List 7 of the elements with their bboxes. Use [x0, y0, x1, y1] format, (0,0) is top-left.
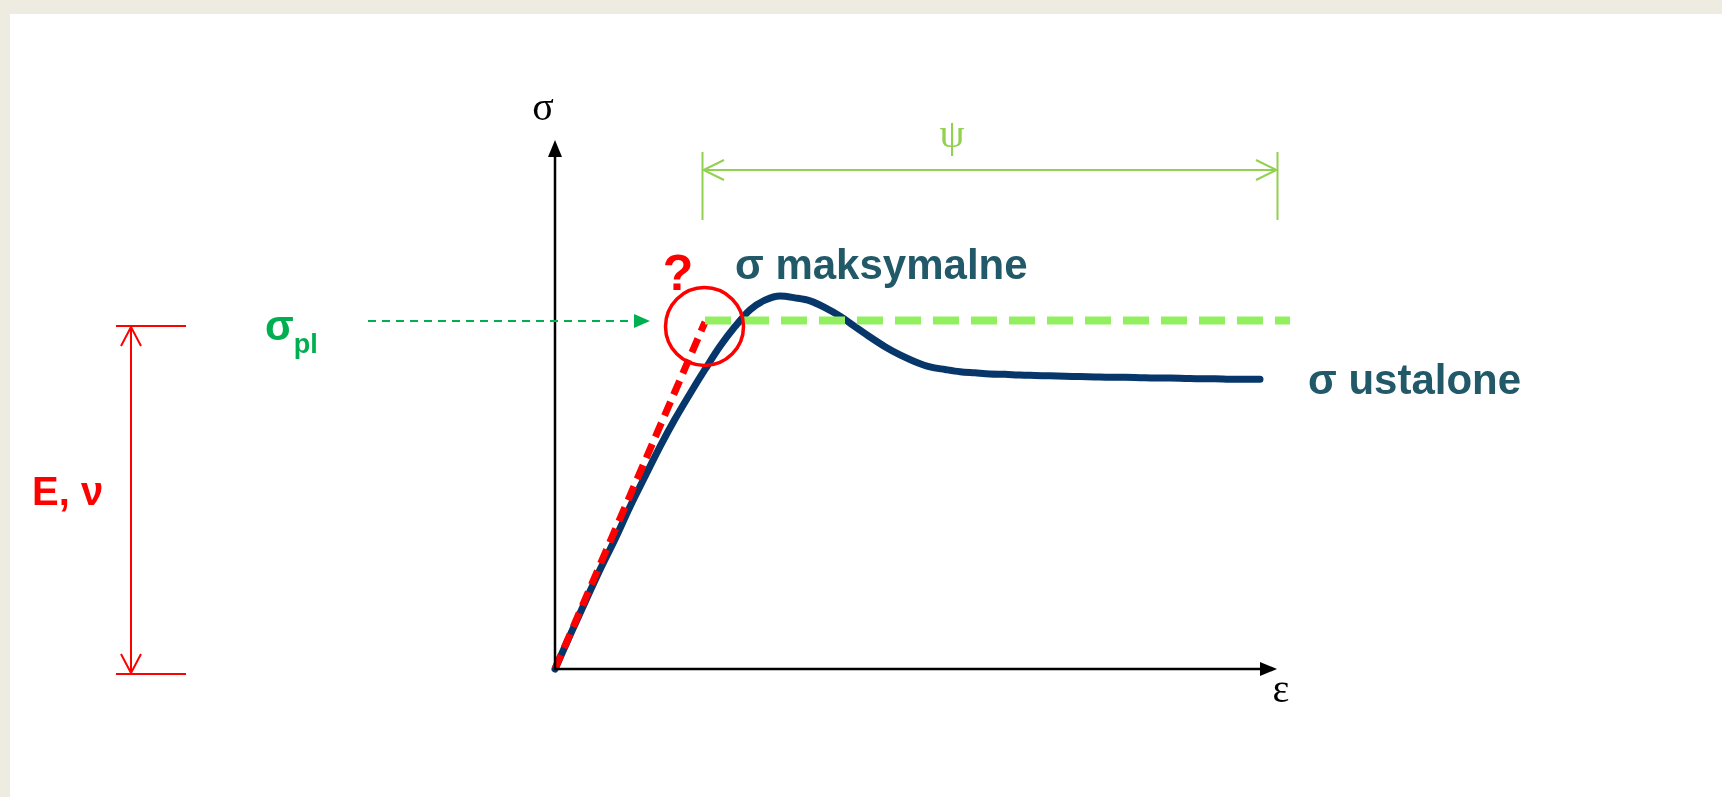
- text: E, ν: [32, 469, 104, 513]
- text: σ ustalone: [1308, 356, 1522, 403]
- text: ψ: [939, 111, 965, 156]
- y-axis-title: σ: [532, 84, 554, 129]
- text: σ maksymalne: [735, 241, 1028, 288]
- annotation: ?: [662, 245, 694, 301]
- x-axis-title: ε: [1272, 666, 1290, 711]
